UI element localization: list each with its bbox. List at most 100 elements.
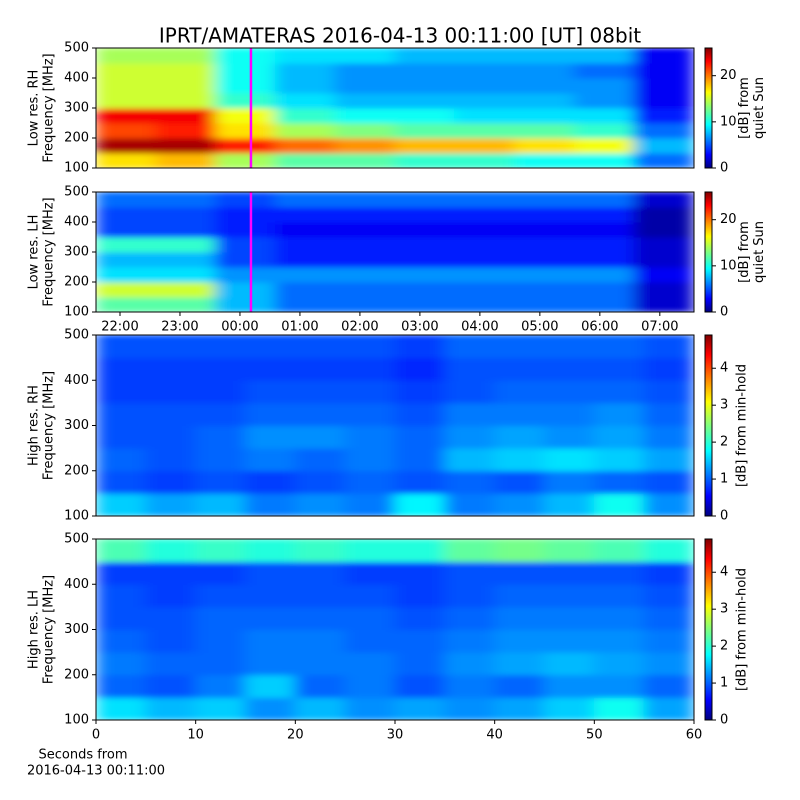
y-tick-label: 400 bbox=[64, 577, 89, 592]
cell bbox=[215, 107, 276, 124]
cell bbox=[96, 152, 157, 168]
heatmap-cells bbox=[96, 192, 694, 312]
x-tick-label: 60 bbox=[686, 728, 703, 743]
cell bbox=[573, 137, 635, 154]
cell bbox=[195, 696, 246, 720]
colorbar-tick-label: 2 bbox=[720, 435, 728, 450]
cell bbox=[294, 561, 346, 585]
cell bbox=[394, 221, 456, 238]
cell bbox=[195, 606, 246, 630]
cell bbox=[195, 425, 246, 449]
cell bbox=[643, 583, 694, 608]
cell bbox=[643, 629, 694, 653]
y-tick-label: 100 bbox=[64, 161, 89, 176]
x-tick-label: 0 bbox=[92, 728, 100, 743]
colorbar-tick-label: 3 bbox=[720, 602, 728, 617]
cell bbox=[514, 281, 575, 298]
cell bbox=[274, 152, 336, 168]
cell bbox=[334, 107, 396, 124]
cell bbox=[344, 425, 396, 449]
cell bbox=[334, 192, 396, 208]
cell bbox=[245, 629, 296, 653]
cell bbox=[145, 447, 197, 472]
cell bbox=[215, 137, 276, 154]
cell bbox=[643, 696, 694, 720]
cell bbox=[294, 629, 346, 653]
cell bbox=[514, 137, 575, 154]
cell bbox=[334, 266, 396, 283]
cell bbox=[593, 539, 645, 563]
y-axis-label: High res. RH bbox=[27, 385, 42, 466]
y-axis-label: Low res. LH bbox=[27, 215, 42, 290]
cell bbox=[394, 447, 446, 472]
cell bbox=[394, 107, 456, 124]
cell bbox=[274, 192, 336, 208]
cell bbox=[245, 651, 296, 676]
cell bbox=[96, 696, 147, 720]
cell bbox=[454, 192, 516, 208]
cell bbox=[155, 206, 217, 223]
cell bbox=[643, 470, 694, 494]
cell bbox=[494, 335, 545, 359]
cell bbox=[444, 629, 496, 653]
y-tick-label: 100 bbox=[64, 713, 89, 728]
cell bbox=[593, 402, 645, 426]
cell bbox=[245, 447, 296, 472]
cell bbox=[155, 137, 217, 154]
cell bbox=[294, 606, 346, 630]
cell bbox=[145, 335, 197, 359]
cell bbox=[444, 696, 496, 720]
colorbar bbox=[704, 191, 713, 313]
cell bbox=[334, 152, 396, 168]
cell bbox=[96, 236, 157, 253]
y-tick-label: 400 bbox=[64, 71, 89, 86]
cell bbox=[494, 402, 545, 426]
cell bbox=[215, 192, 276, 208]
x-tick-label: 10 bbox=[187, 728, 204, 743]
chart-title: IPRT/AMATERAS 2016-04-13 00:11:00 [UT] 0… bbox=[159, 24, 641, 48]
cell bbox=[195, 629, 246, 653]
cell bbox=[514, 296, 575, 312]
cell bbox=[633, 122, 694, 139]
cell bbox=[334, 236, 396, 253]
cell bbox=[544, 402, 595, 426]
cell bbox=[394, 583, 446, 608]
cell bbox=[274, 77, 336, 94]
cell bbox=[215, 296, 276, 312]
cell bbox=[195, 470, 246, 494]
cell bbox=[633, 251, 694, 268]
heatmap bbox=[96, 335, 694, 516]
cell bbox=[155, 266, 217, 283]
cell bbox=[245, 539, 296, 563]
y-tick-label: 300 bbox=[64, 622, 89, 637]
cell bbox=[593, 561, 645, 585]
cell bbox=[344, 539, 396, 563]
colorbar-tick-label: 4 bbox=[720, 565, 728, 580]
cell bbox=[544, 335, 595, 359]
cell bbox=[274, 266, 336, 283]
cell bbox=[643, 539, 694, 563]
cell bbox=[573, 77, 635, 94]
cell bbox=[514, 92, 575, 109]
cell bbox=[593, 651, 645, 676]
cell bbox=[96, 192, 157, 208]
cell bbox=[274, 92, 336, 109]
cell bbox=[454, 281, 516, 298]
cell bbox=[96, 470, 147, 494]
cell bbox=[344, 696, 396, 720]
cell bbox=[294, 696, 346, 720]
cell bbox=[544, 447, 595, 472]
heatmap bbox=[96, 48, 694, 168]
cell bbox=[274, 296, 336, 312]
cell bbox=[96, 48, 157, 64]
cell bbox=[444, 470, 496, 494]
cell bbox=[633, 137, 694, 154]
cell bbox=[544, 606, 595, 630]
cell bbox=[514, 48, 575, 64]
cell bbox=[514, 77, 575, 94]
cell bbox=[195, 402, 246, 426]
cell bbox=[544, 629, 595, 653]
cell bbox=[444, 335, 496, 359]
cell bbox=[444, 492, 496, 516]
cell bbox=[593, 470, 645, 494]
